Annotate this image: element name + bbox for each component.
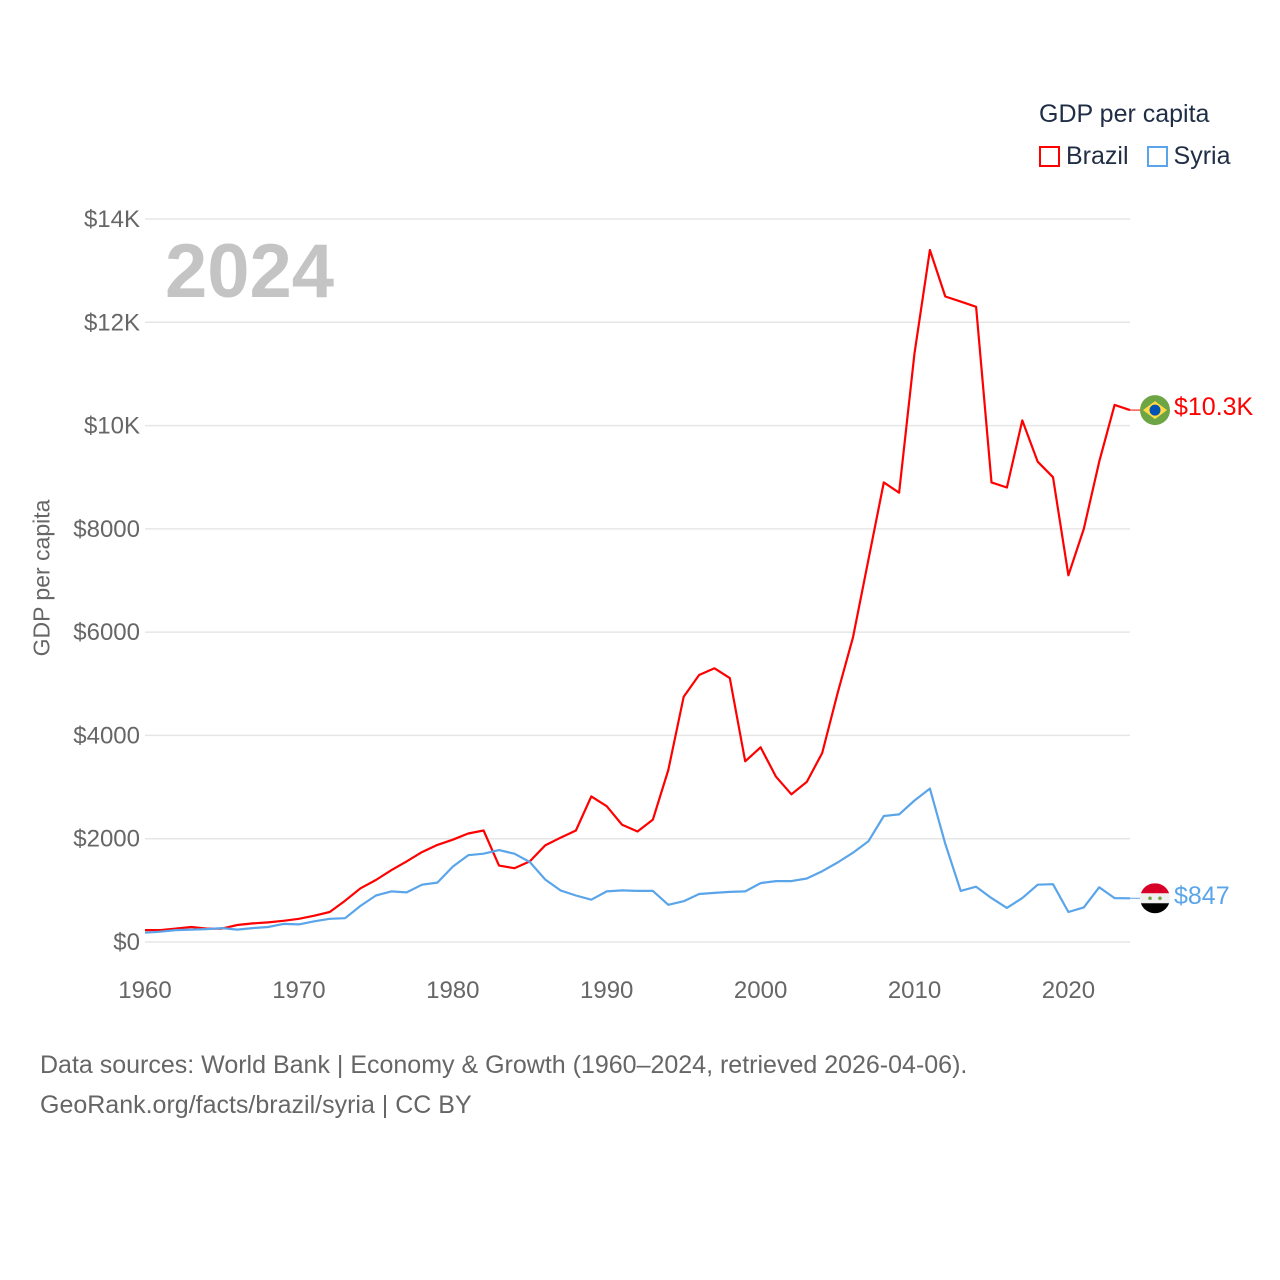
y-tick-label: $0 bbox=[113, 929, 140, 956]
legend-swatch-syria bbox=[1146, 146, 1168, 167]
series-line-syria bbox=[144, 787, 1131, 934]
legend-label-brazil: Brazil bbox=[1066, 142, 1129, 170]
x-tick-label: 2000 bbox=[734, 977, 787, 1004]
y-tick-label: $10K bbox=[84, 413, 140, 440]
y-axis-label: GDP per capita bbox=[28, 499, 55, 657]
y-tick-label: $14K bbox=[84, 206, 140, 233]
legend-swatch-brazil bbox=[1039, 146, 1060, 167]
legend: Brazil Syria bbox=[1039, 142, 1230, 171]
legend-label-syria: Syria bbox=[1173, 142, 1231, 170]
brazil-flag-icon bbox=[1140, 395, 1170, 426]
legend-title: GDP per capita bbox=[1039, 100, 1210, 128]
x-tick-label: 1980 bbox=[426, 977, 479, 1004]
year-label: 2024 bbox=[165, 229, 335, 314]
y-tick-label: $12K bbox=[84, 309, 140, 336]
y-tick-label: $4000 bbox=[73, 722, 140, 749]
source-line-2: GeoRank.org/facts/brazil/syria | CC BY bbox=[40, 1091, 472, 1119]
x-tick-label: 2010 bbox=[888, 977, 941, 1004]
source-note: Data sources: World Bank | Economy & Gro… bbox=[40, 1045, 967, 1125]
source-line-1: Data sources: World Bank | Economy & Gro… bbox=[40, 1051, 968, 1079]
end-label-syria: $847 bbox=[1174, 882, 1230, 910]
x-tick-label: 1960 bbox=[118, 977, 171, 1004]
y-tick-label: $2000 bbox=[73, 826, 140, 853]
end-label-brazil: $10.3K bbox=[1174, 393, 1254, 421]
y-tick-label: $8000 bbox=[73, 516, 140, 543]
syria-flag-icon bbox=[1140, 883, 1170, 914]
legend-item-brazil[interactable]: Brazil bbox=[1039, 142, 1129, 171]
x-tick-label: 1990 bbox=[580, 977, 633, 1004]
x-tick-label: 1970 bbox=[272, 977, 325, 1004]
series-line-brazil bbox=[145, 248, 1131, 932]
legend-item-syria[interactable]: Syria bbox=[1146, 142, 1231, 171]
x-tick-label: 2020 bbox=[1042, 977, 1095, 1004]
y-tick-label: $6000 bbox=[73, 619, 140, 646]
